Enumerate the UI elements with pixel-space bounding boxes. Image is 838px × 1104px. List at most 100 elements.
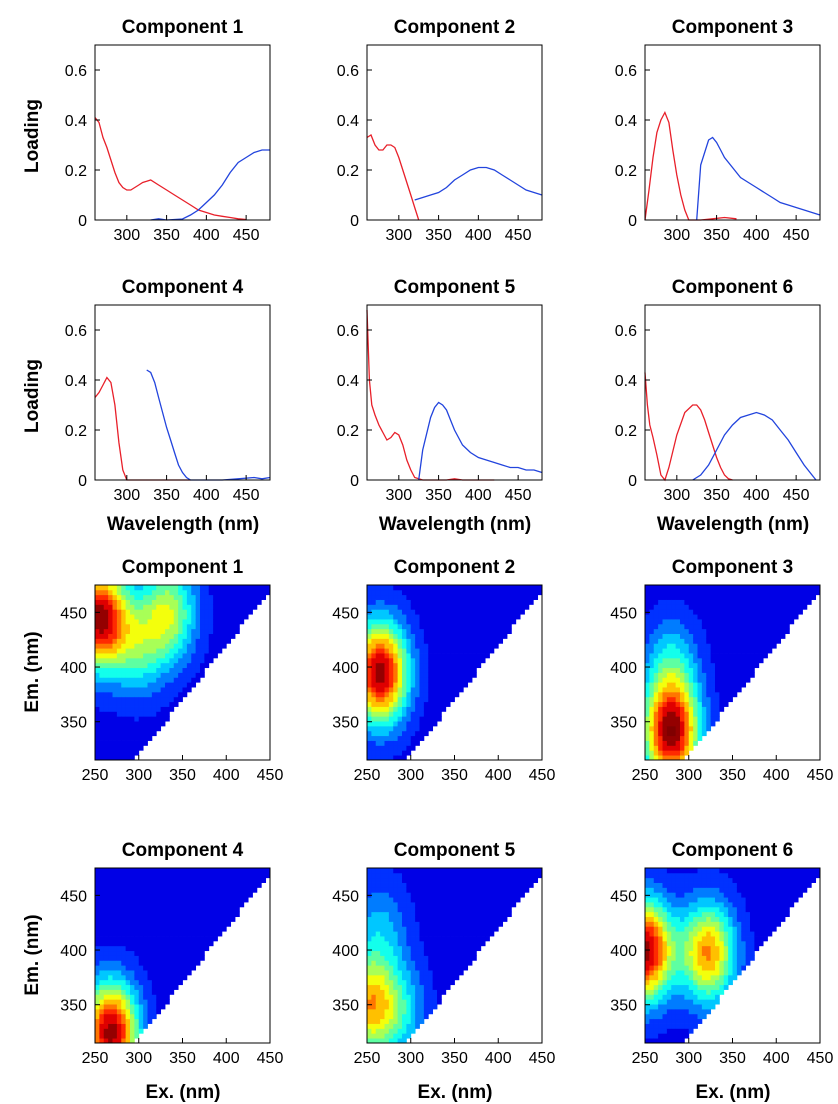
heatmap-cell [173,906,179,913]
heatmap-cell [116,740,122,746]
heatmap-cell [658,628,663,635]
heatmap-cell [658,614,663,620]
heatmap-cell [173,892,179,898]
heatmap-cell [156,672,162,678]
heatmap-cell [432,609,438,615]
heatmap-cell [130,906,135,913]
heatmap-cell [112,604,118,610]
heatmap-cell [371,1018,377,1024]
heatmap-cell [397,911,403,918]
heatmap-cell [367,974,372,981]
heatmap-cell [99,902,105,908]
heatmap-cell [397,892,403,898]
heatmap-cell [745,604,751,610]
heatmap-cell [666,1008,672,1015]
heatmap-cell [811,589,817,596]
heatmap-cell [767,614,773,620]
heatmap-cell [493,911,499,918]
heatmap-cell [393,882,399,888]
heatmap-cell [445,940,451,947]
heatmap-cell [406,638,412,644]
heatmap-cell [208,940,214,947]
y-tick-label: 450 [60,605,87,622]
heatmap-cell [485,877,490,883]
heatmap-cell [410,1008,416,1015]
heatmap-cell [445,882,451,888]
heatmap-cell [649,994,655,1000]
heatmap-cell [450,672,455,678]
heatmap-cell [130,735,135,741]
heatmap-cell [200,868,205,874]
heatmap-cell [649,623,655,630]
heatmap-cell [402,1008,407,1015]
heatmap-cell [445,614,451,620]
heatmap-cell [441,945,447,952]
y-tick-label: 0.4 [337,373,359,390]
heatmap-cell [165,614,170,620]
heatmap-cell [437,974,442,981]
heatmap-cell [217,887,223,893]
heatmap-cell [750,585,755,591]
heatmap-cell [103,614,109,620]
heatmap-cell [402,623,407,630]
heatmap-cell [200,911,205,918]
heatmap-cell [116,989,122,995]
x-tick-label: 250 [82,1050,109,1067]
heatmap-cell [415,609,420,615]
heatmap-cell [653,1023,659,1029]
heatmap-cell [108,887,113,893]
heatmap-cell [151,877,157,883]
heatmap-cell [169,911,175,918]
heatmap-cell [684,638,690,644]
heatmap-cell [467,945,473,952]
heatmap-cell [410,643,416,649]
heatmap-cell [371,614,377,620]
heatmap-cell [684,623,690,630]
heatmap-cell [666,599,672,605]
heatmap-cell [428,984,434,990]
heatmap-cell [502,589,508,596]
heatmap-cell [662,887,668,893]
heatmap-cell [143,1018,148,1024]
heatmap-cell [511,619,517,625]
heatmap-cell [147,585,153,591]
heatmap-cell [121,614,127,620]
heatmap-cell [410,730,416,737]
heatmap-cell [121,677,127,683]
heatmap-cell [195,950,201,956]
heatmap-cell [191,638,197,644]
heatmap-cell [103,619,109,625]
heatmap-cell [380,721,385,727]
heatmap-cell [745,677,751,683]
heatmap-cell [402,594,407,600]
heatmap-cell [445,921,451,927]
heatmap-cell [95,902,100,908]
heatmap-cell [645,706,650,712]
heatmap-cell [165,999,170,1005]
heatmap-cell [138,706,144,712]
heatmap-cell [662,599,668,605]
heatmap-cell [728,648,733,654]
heatmap-cell [671,667,677,673]
heatmap-cell [533,585,539,591]
heatmap-cell [715,623,720,630]
heatmap-cell [485,589,490,596]
heatmap-cell [143,897,148,903]
heatmap-cell [423,994,429,1000]
heatmap-cell [95,755,100,761]
heatmap-cell [666,589,672,596]
heatmap-cell [671,725,677,732]
heatmap-cell [182,682,188,688]
heatmap-cell [397,687,403,693]
heatmap-cell [121,916,127,922]
heatmap-cell [472,594,477,600]
heatmap-cell [384,667,390,673]
heatmap-cell [528,868,534,874]
heatmap-cell [789,614,795,620]
heatmap-cell [745,643,751,649]
heatmap-cell [397,725,403,732]
heatmap-cell [151,706,157,712]
heatmap-cell [178,638,183,644]
heatmap-cell [450,882,455,888]
